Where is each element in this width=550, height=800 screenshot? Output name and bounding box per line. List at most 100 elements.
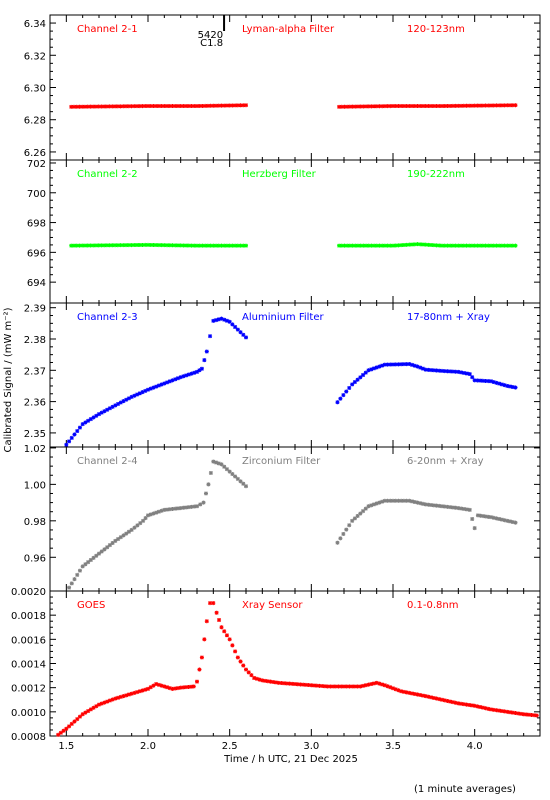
- data-point: [116, 401, 121, 406]
- data-point: [478, 243, 483, 248]
- data-point: [146, 686, 150, 691]
- data-point: [222, 464, 227, 469]
- data-point: [497, 243, 502, 248]
- data-point: [532, 713, 537, 718]
- data-point: [227, 243, 232, 248]
- data-point: [140, 242, 145, 247]
- data-point: [165, 380, 170, 385]
- data-point: [181, 374, 186, 379]
- data-point: [440, 368, 444, 373]
- data-point: [214, 318, 219, 323]
- data-point: [170, 378, 175, 383]
- data-point: [105, 699, 110, 704]
- data-point: [183, 685, 188, 690]
- data-point: [64, 442, 69, 447]
- data-point: [94, 553, 99, 558]
- data-point: [339, 243, 344, 248]
- panel-frame: [49, 159, 541, 304]
- panel-label: Xray Sensor: [242, 600, 303, 611]
- data-point: [107, 406, 112, 411]
- data-point: [469, 243, 474, 248]
- data-point: [113, 403, 118, 408]
- data-point: [431, 243, 436, 248]
- data-point: [491, 515, 496, 520]
- y-tick-label: 2.38: [24, 335, 46, 346]
- x-tick-label: 4.0: [467, 741, 483, 752]
- data-point: [499, 517, 504, 522]
- data-point: [102, 547, 107, 552]
- data-point: [143, 516, 148, 521]
- data-point: [448, 369, 453, 374]
- data-point: [124, 693, 129, 698]
- data-point: [162, 507, 167, 512]
- data-point: [113, 243, 118, 248]
- data-point: [505, 243, 510, 248]
- data-point: [178, 685, 183, 690]
- data-point: [374, 680, 379, 685]
- data-point: [486, 243, 491, 248]
- data-point: [358, 104, 363, 109]
- data-point: [355, 377, 360, 382]
- data-point: [146, 387, 150, 392]
- data-point: [415, 500, 420, 505]
- data-point: [420, 104, 425, 109]
- data-point: [113, 104, 118, 109]
- data-point: [189, 504, 194, 509]
- data-point: [483, 706, 488, 711]
- data-point: [483, 103, 488, 108]
- data-point: [486, 379, 491, 384]
- data-point: [227, 103, 232, 108]
- data-point: [135, 243, 140, 248]
- data-point: [420, 501, 425, 506]
- data-point: [396, 362, 401, 367]
- data-point: [91, 705, 96, 710]
- data-point: [203, 103, 208, 108]
- data-point: [181, 685, 186, 690]
- data-point: [385, 684, 390, 689]
- data-point: [440, 104, 444, 109]
- data-point: [516, 711, 521, 716]
- data-point: [491, 103, 496, 108]
- data-point: [366, 104, 371, 109]
- data-point: [235, 103, 240, 108]
- y-tick-label: 2.37: [24, 366, 46, 377]
- data-point: [219, 243, 224, 248]
- data-point: [224, 243, 229, 248]
- panel-label: Channel 2-2: [77, 169, 138, 180]
- data-point: [358, 375, 363, 380]
- data-point: [385, 243, 390, 248]
- data-point: [246, 670, 251, 675]
- y-tick-label: 0.0016: [11, 635, 46, 646]
- data-point: [445, 369, 450, 374]
- data-point: [480, 103, 485, 108]
- data-point: [407, 690, 412, 695]
- panel-label: 17-80nm + Xray: [407, 312, 490, 323]
- data-point: [494, 243, 499, 248]
- data-point: [508, 103, 513, 108]
- data-point: [369, 367, 374, 372]
- data-point: [499, 709, 504, 714]
- data-point: [423, 242, 428, 247]
- data-point: [434, 243, 439, 248]
- data-point: [445, 103, 450, 108]
- data-point: [167, 104, 172, 109]
- data-point: [102, 409, 107, 414]
- data-point: [385, 498, 390, 503]
- data-point: [148, 104, 153, 109]
- data-point: [350, 104, 355, 109]
- data-point: [429, 368, 434, 373]
- data-point: [204, 619, 209, 624]
- data-point: [391, 243, 395, 248]
- data-point: [189, 371, 194, 376]
- data-point: [83, 710, 88, 715]
- data-point: [337, 243, 342, 248]
- event-marker-label: C1.8: [200, 38, 223, 49]
- data-point: [388, 498, 393, 503]
- data-point: [211, 459, 216, 464]
- y-tick-label: 0.96: [24, 553, 46, 564]
- data-point: [86, 418, 91, 423]
- data-point: [472, 703, 477, 708]
- data-point: [75, 717, 80, 722]
- data-point: [91, 104, 96, 109]
